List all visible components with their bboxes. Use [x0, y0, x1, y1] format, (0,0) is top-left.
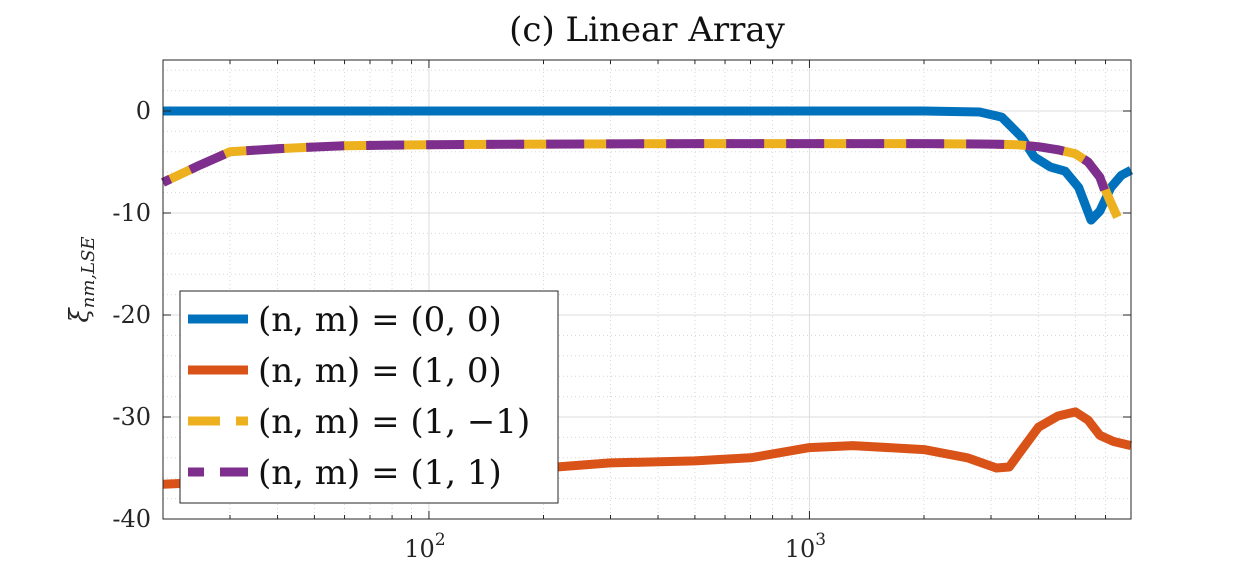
chart-title: (c) Linear Array [509, 10, 786, 50]
series-line-0 [163, 106, 1134, 225]
series-line-3 [161, 139, 1116, 210]
y-tick-label: -30 [112, 403, 151, 431]
legend-label-1: (n, m) = (1, 0) [258, 351, 502, 391]
x-tick-label: 102 [404, 530, 445, 563]
x-tick-label: 103 [785, 530, 826, 563]
y-axis-label-sub: nm,LSE [78, 236, 99, 308]
x-tick-exponent: 3 [815, 530, 826, 550]
tick-marks [162, 60, 1132, 520]
y-tick-label: -10 [112, 199, 151, 227]
y-tick-label: -20 [112, 301, 151, 329]
legend-label-2: (n, m) = (1, −1) [258, 402, 530, 442]
y-tick-label: 0 [136, 97, 151, 125]
legend-label-0: (n, m) = (0, 0) [258, 300, 502, 340]
y-tick-labels: 0 -10 -20 -30 -40 [112, 97, 151, 533]
y-axis-label: ξnm,LSE [65, 236, 99, 322]
y-axis-label-main: ξ [65, 307, 95, 323]
axes-box [162, 59, 1132, 520]
x-tick-exponent: 2 [435, 530, 446, 550]
x-tick-base: 10 [785, 535, 816, 563]
minor-grid [162, 60, 1132, 519]
legend: (n, m) = (0, 0) (n, m) = (1, 0) (n, m) = (… [179, 290, 559, 504]
x-tick-labels: 102 103 [404, 530, 826, 563]
legend-label-3: (n, m) = (1, 1) [258, 453, 502, 493]
x-tick-base: 10 [404, 535, 435, 563]
y-tick-label: -40 [112, 505, 151, 533]
series-line-2 [161, 139, 1132, 227]
